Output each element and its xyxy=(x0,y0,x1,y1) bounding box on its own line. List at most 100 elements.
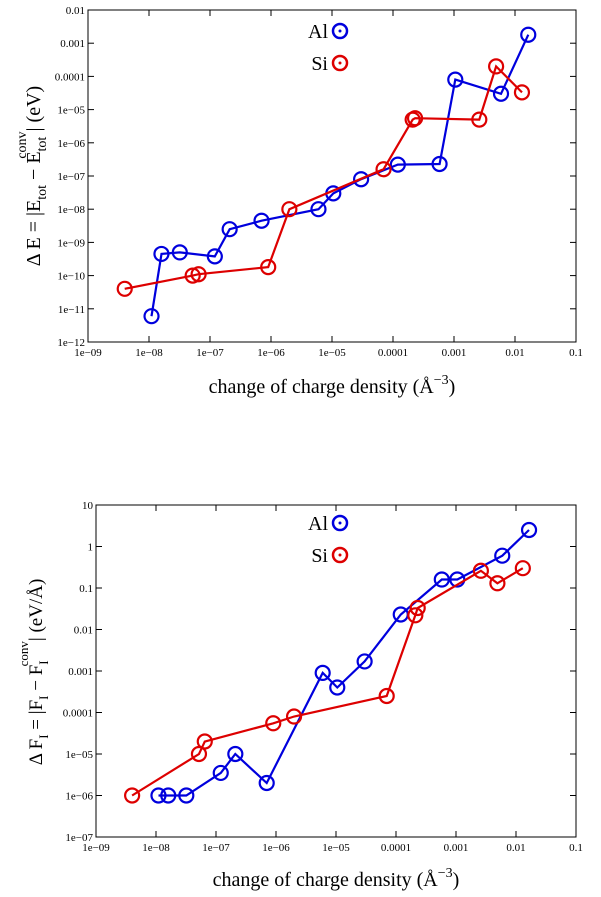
chart-force-y-ticks: 1e−07 1e−06 1e−05 0.0001 0.001 0.01 0.1 1 10 xyxy=(63,500,576,844)
x-tick-label: 1e−05 xyxy=(322,842,350,854)
data-point-al xyxy=(253,212,270,229)
data-point-al xyxy=(447,71,464,88)
legend-label-al: Al xyxy=(308,21,328,43)
chart-energy: 1e−09 1e−08 1e−07 1e−06 1e−05 0.0001 0.001 0.01… xyxy=(15,5,583,398)
chart-force-x-axis-label: change of charge density (Å−3) xyxy=(213,866,460,891)
chart-force-legend: Al Si xyxy=(308,513,349,567)
legend-label-si: Si xyxy=(311,545,328,567)
x-tick-label: 0.0001 xyxy=(378,347,408,359)
y-tick-label: 10 xyxy=(82,500,94,512)
y-tick-label: 0.1 xyxy=(79,583,93,595)
data-point-al xyxy=(258,774,275,792)
y-tick-label: 0.0001 xyxy=(63,708,93,720)
legend-marker-al-dot xyxy=(338,29,342,33)
data-point-al xyxy=(356,653,373,670)
x-tick-label: 1e−06 xyxy=(262,842,290,854)
x-tick-label: 1e−07 xyxy=(202,842,230,854)
y-tick-label: 1e−08 xyxy=(57,204,85,216)
chart-energy-series xyxy=(116,26,537,325)
chart-force: 1e−09 1e−08 1e−07 1e−06 1e−05 0.0001 0.001 0.01… xyxy=(16,500,583,891)
data-point-al xyxy=(389,156,406,173)
x-tick-label: 0.001 xyxy=(444,842,469,854)
data-point-si xyxy=(196,733,213,750)
data-point-si xyxy=(406,110,424,127)
chart-energy-y-axis-label: Δ E = |Etot − Etotconv| (eV) xyxy=(15,86,50,266)
y-tick-label: 1e−11 xyxy=(58,304,85,316)
x-tick-label: 0.0001 xyxy=(381,842,411,854)
data-point-si xyxy=(489,575,506,592)
data-point-al xyxy=(150,787,167,804)
data-point-al xyxy=(143,308,160,325)
chart-force-series xyxy=(124,521,538,804)
data-point-si xyxy=(124,787,141,804)
data-point-si xyxy=(471,111,488,128)
y-tick-label: 1e−06 xyxy=(57,138,85,150)
data-point-al xyxy=(492,85,510,102)
data-point-si xyxy=(409,599,426,617)
y-tick-label: 1e−10 xyxy=(57,271,85,283)
y-tick-label: 1e−05 xyxy=(65,749,93,761)
data-point-al xyxy=(353,171,370,188)
y-tick-label: 0.001 xyxy=(68,666,93,678)
x-tick-label: 1e−06 xyxy=(257,347,285,359)
y-tick-label: 1e−07 xyxy=(57,171,85,183)
data-point-al xyxy=(520,521,538,539)
data-point-al xyxy=(221,221,238,238)
x-tick-label: 1e−08 xyxy=(135,347,163,359)
data-point-si xyxy=(190,266,207,283)
legend-marker-si-dot xyxy=(338,61,342,65)
legend-marker-al xyxy=(331,22,349,40)
data-point-si xyxy=(265,715,282,732)
data-point-si xyxy=(184,267,201,284)
data-point-si xyxy=(285,708,303,725)
legend-marker-al xyxy=(331,514,349,532)
data-point-si xyxy=(378,687,395,705)
data-point-si xyxy=(116,280,133,297)
chart-energy-x-axis-label: change of charge density (Å−3) xyxy=(209,373,456,398)
legend-marker-si-dot xyxy=(338,553,342,557)
y-tick-label: 1e−12 xyxy=(57,337,85,349)
y-tick-label: 1e−07 xyxy=(65,832,93,844)
series-line-si xyxy=(131,567,524,797)
legend-label-al: Al xyxy=(308,513,328,535)
legend-marker-si xyxy=(331,54,349,72)
chart-force-x-ticks: 1e−09 1e−08 1e−07 1e−06 1e−05 0.0001 0.001 0.01… xyxy=(82,505,583,854)
data-point-al xyxy=(171,244,188,261)
data-point-al xyxy=(433,571,450,588)
x-tick-label: 1e−08 xyxy=(142,842,170,854)
chart-energy-legend: Al Si xyxy=(308,21,349,75)
y-tick-label: 0.0001 xyxy=(55,71,85,83)
data-point-si xyxy=(513,84,531,101)
y-tick-label: 0.001 xyxy=(60,38,85,50)
chart-energy-frame xyxy=(87,9,577,343)
y-tick-label: 0.01 xyxy=(74,625,93,637)
data-point-si xyxy=(472,562,489,579)
legend-marker-si xyxy=(331,546,349,564)
data-point-al xyxy=(520,26,537,43)
legend-label-si: Si xyxy=(311,53,328,75)
data-point-al xyxy=(494,547,511,564)
data-point-si xyxy=(281,201,298,218)
data-point-si xyxy=(260,259,277,276)
x-tick-label: 1e−05 xyxy=(318,347,346,359)
series-line-al xyxy=(150,34,530,317)
data-point-al xyxy=(206,248,223,265)
data-point-al xyxy=(178,787,195,804)
y-tick-label: 1e−09 xyxy=(57,237,85,249)
x-tick-label: 0.001 xyxy=(442,347,467,359)
x-tick-label: 0.1 xyxy=(569,842,583,854)
x-tick-label: 0.01 xyxy=(506,842,525,854)
x-tick-label: 0.1 xyxy=(569,347,583,359)
data-point-si xyxy=(407,607,424,624)
data-point-al xyxy=(160,787,177,804)
series-line-si xyxy=(124,64,523,290)
x-tick-label: 1e−07 xyxy=(196,347,224,359)
data-point-al xyxy=(329,679,346,696)
x-tick-label: 0.01 xyxy=(505,347,524,359)
data-point-si xyxy=(488,58,505,75)
x-tick-label: 1e−09 xyxy=(74,347,102,359)
x-tick-label: 1e−09 xyxy=(82,842,110,854)
y-tick-label: 1 xyxy=(88,542,94,554)
data-point-si xyxy=(514,560,531,577)
data-point-al xyxy=(431,155,448,173)
